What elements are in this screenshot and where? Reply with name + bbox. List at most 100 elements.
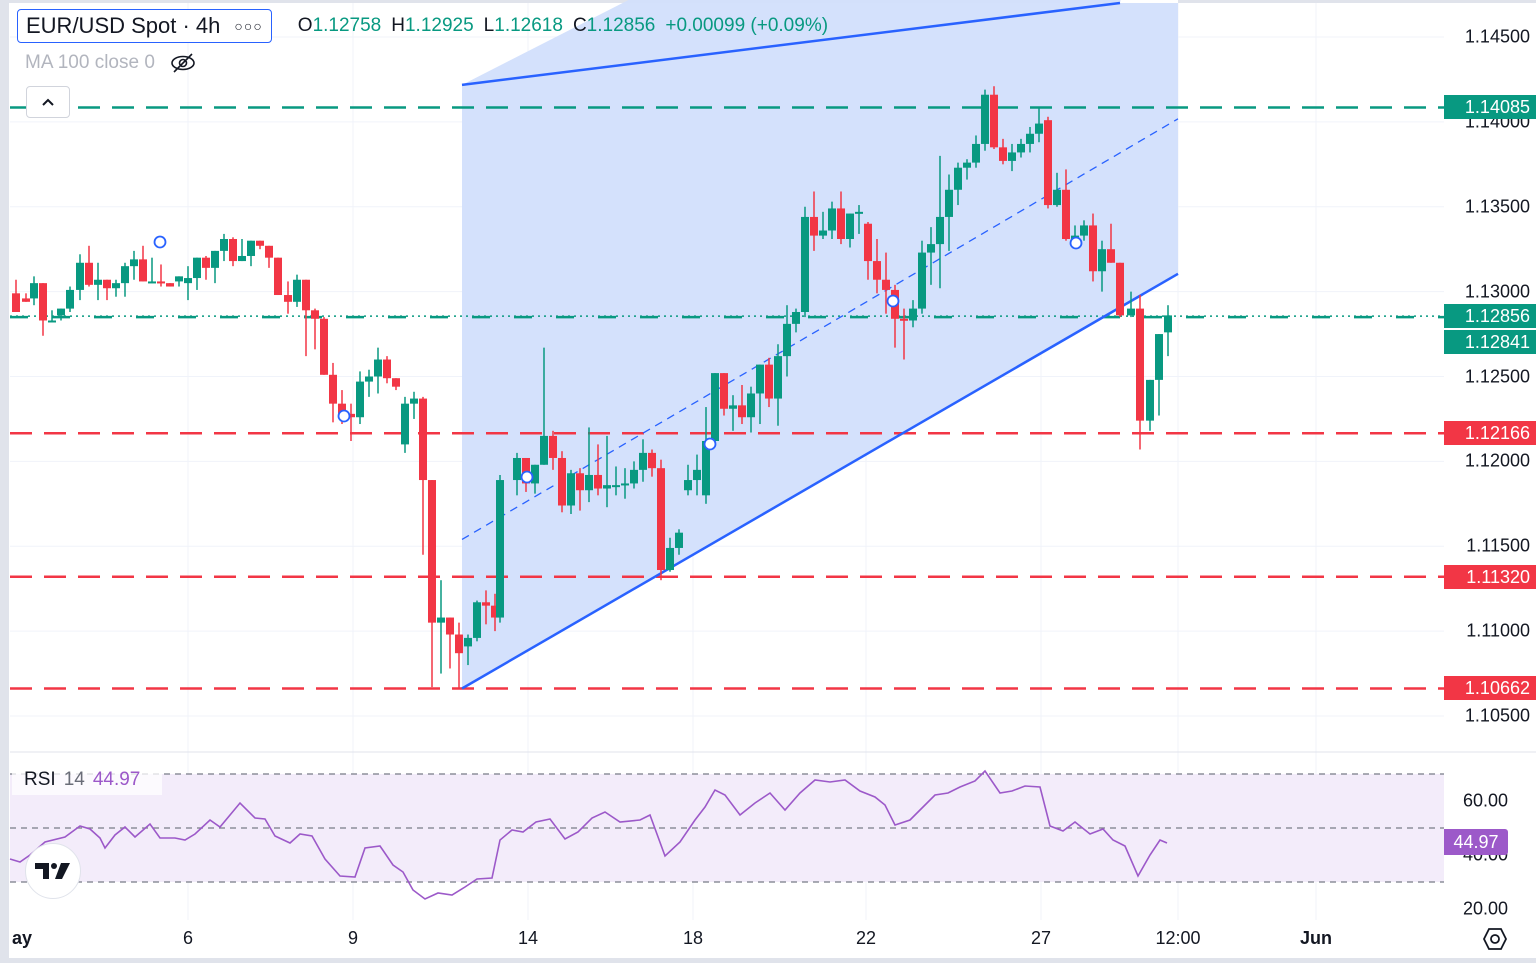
candle-body[interactable] — [711, 373, 719, 442]
candle-body[interactable] — [603, 485, 611, 489]
candle-body[interactable] — [302, 279, 310, 311]
candle-body[interactable] — [496, 480, 504, 618]
candle-body[interactable] — [945, 189, 953, 217]
symbol-selector[interactable]: EUR/USD Spot · 4h ○○○ — [17, 9, 272, 43]
candle-body[interactable] — [48, 320, 56, 323]
candle-body[interactable] — [567, 473, 575, 506]
candle-body[interactable] — [648, 452, 656, 469]
candle-body[interactable] — [1136, 308, 1144, 421]
candle-body[interactable] — [112, 283, 120, 289]
candle-body[interactable] — [229, 239, 237, 262]
candle-body[interactable] — [549, 435, 557, 458]
candle-body[interactable] — [130, 259, 138, 267]
candle-body[interactable] — [392, 378, 400, 387]
candle-body[interactable] — [513, 457, 521, 481]
candle-body[interactable] — [1164, 315, 1172, 333]
candle-body[interactable] — [810, 216, 818, 236]
channel-upper-line[interactable] — [461, 1, 1121, 87]
candle-body[interactable] — [1127, 308, 1135, 316]
candle-body[interactable] — [720, 373, 728, 409]
candle-body[interactable] — [684, 480, 692, 491]
event-marker[interactable] — [703, 437, 717, 451]
candle-body[interactable] — [374, 359, 382, 377]
candle-body[interactable] — [936, 216, 944, 245]
candle-body[interactable] — [1155, 334, 1163, 380]
candle-body[interactable] — [972, 143, 980, 163]
candle-body[interactable] — [882, 279, 890, 290]
candle-body[interactable] — [338, 403, 346, 414]
candle-body[interactable] — [819, 230, 827, 236]
candle-body[interactable] — [981, 94, 989, 144]
candle-body[interactable] — [148, 281, 156, 284]
candle-body[interactable] — [756, 364, 764, 394]
candle-body[interactable] — [30, 283, 38, 299]
more-dots-icon[interactable]: ○○○ — [234, 18, 263, 34]
candle-body[interactable] — [121, 266, 129, 284]
candle-body[interactable] — [274, 257, 282, 296]
candle-body[interactable] — [873, 261, 881, 280]
candle-body[interactable] — [329, 374, 337, 404]
rsi-legend[interactable]: RSI 14 44.97 — [12, 765, 162, 795]
candle-body[interactable] — [558, 457, 566, 506]
candle-body[interactable] — [702, 441, 710, 496]
candle-body[interactable] — [76, 262, 84, 290]
candle-body[interactable] — [247, 240, 255, 256]
candle-body[interactable] — [657, 468, 665, 571]
candle-body[interactable] — [531, 464, 539, 484]
candle-body[interactable] — [918, 252, 926, 309]
candle-body[interactable] — [166, 283, 174, 287]
candle-body[interactable] — [39, 283, 47, 321]
candle-body[interactable] — [1017, 143, 1025, 153]
price-axis[interactable]: 1.14500 1.14000 1.13500 1.13000 1.12500 1.120… — [1444, 0, 1536, 750]
candle-body[interactable] — [365, 376, 373, 382]
candle-body[interactable] — [401, 403, 409, 445]
candle-body[interactable] — [900, 318, 908, 321]
candle-body[interactable] — [963, 162, 971, 168]
settings-icon[interactable] — [1482, 926, 1508, 952]
candle-body[interactable] — [765, 364, 773, 399]
candle-body[interactable] — [774, 356, 782, 399]
candle-body[interactable] — [320, 318, 328, 375]
candle-body[interactable] — [639, 452, 647, 470]
candle-body[interactable] — [193, 257, 201, 279]
candle-body[interactable] — [783, 323, 791, 357]
candle-body[interactable] — [103, 279, 111, 289]
candle-body[interactable] — [1089, 225, 1097, 272]
candle-body[interactable] — [612, 485, 620, 488]
candle-body[interactable] — [437, 617, 445, 623]
candle-body[interactable] — [220, 239, 228, 251]
candle-body[interactable] — [1107, 249, 1115, 263]
event-marker[interactable] — [337, 409, 351, 423]
channel-lower-line[interactable] — [461, 272, 1179, 690]
candle-body[interactable] — [747, 393, 755, 418]
candle-body[interactable] — [491, 605, 499, 618]
candle-body[interactable] — [22, 298, 30, 302]
candle-body[interactable] — [175, 276, 183, 282]
candle-body[interactable] — [594, 474, 602, 489]
candle-body[interactable] — [184, 278, 192, 284]
candle-body[interactable] — [455, 634, 463, 654]
candle-body[interactable] — [846, 213, 854, 240]
candle-body[interactable] — [990, 94, 998, 148]
candle-body[interactable] — [157, 281, 165, 284]
ma-indicator-legend[interactable]: MA 100 close 0 — [25, 52, 197, 74]
candle-body[interactable] — [909, 308, 917, 321]
candle-body[interactable] — [428, 480, 436, 623]
candle-body[interactable] — [1116, 262, 1124, 316]
candle-body[interactable] — [211, 250, 219, 268]
candle-body[interactable] — [66, 289, 74, 309]
candle-body[interactable] — [999, 147, 1007, 161]
candle-body[interactable] — [675, 532, 683, 548]
candle-body[interactable] — [954, 167, 962, 190]
candle-body[interactable] — [1026, 133, 1034, 144]
candle-body[interactable] — [585, 474, 593, 491]
candle-body[interactable] — [864, 223, 872, 262]
event-marker[interactable] — [886, 294, 900, 308]
tradingview-logo[interactable] — [25, 843, 81, 899]
candle-body[interactable] — [1098, 249, 1106, 272]
candle-body[interactable] — [576, 473, 584, 491]
event-marker[interactable] — [520, 470, 534, 484]
time-axis[interactable]: ay 6 9 14 18 22 27 12:00 Jun — [0, 920, 1536, 956]
candle-body[interactable] — [828, 208, 836, 231]
candle-body[interactable] — [57, 308, 65, 316]
